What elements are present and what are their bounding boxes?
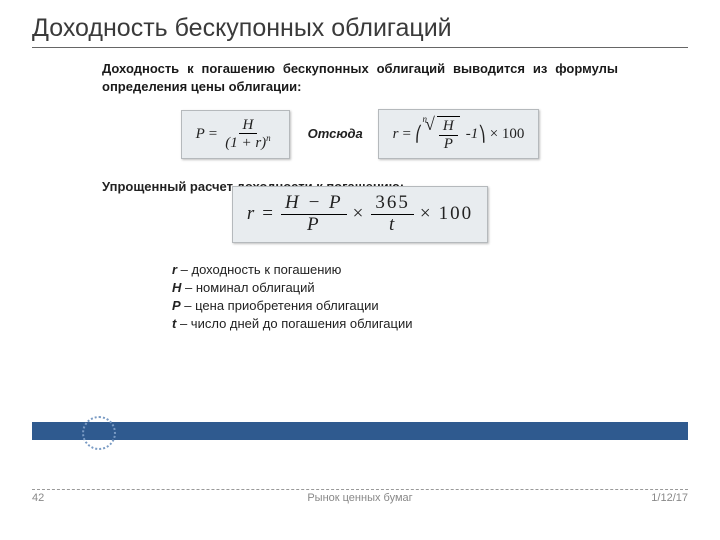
f3-f2-num: 365	[371, 193, 414, 215]
f2-root-frac: H P	[439, 118, 458, 152]
legend-h-desc: – номинал облигаций	[181, 280, 314, 295]
legend-p-desc: – цена приобретения облигации	[181, 298, 379, 313]
footer-date: 1/12/17	[651, 492, 688, 504]
legend-t-desc: – число дней до погашения облигации	[176, 316, 412, 331]
f3-eq: =	[262, 203, 275, 225]
legend-h-sym: H	[172, 280, 181, 295]
f2-root-deg: n	[422, 114, 427, 124]
f3-f1-num: H − P	[281, 193, 347, 215]
footer-page: 42	[32, 492, 44, 504]
legend-p: P – цена приобретения облигации	[172, 297, 688, 315]
f3-x1: ×	[353, 203, 366, 225]
title-rule	[32, 47, 688, 48]
f2-root-den: P	[440, 136, 457, 153]
formula-simplified: r = H − P P × 365 t × 100	[232, 186, 488, 243]
footer-center: Рынок ценных бумаг	[307, 492, 412, 504]
legend-t: t – число дней до погашения облигации	[172, 315, 688, 333]
formula-price: P = H (1 + r)n	[181, 110, 290, 159]
formula-yield: r = ⎛ n √ H P -1 ⎞ × 100	[378, 109, 540, 159]
f3-frac1: H − P P	[281, 193, 347, 236]
f2-times100: × 100	[490, 126, 525, 143]
formula-row-1: P = H (1 + r)n Отсюда r = ⎛ n √ H P	[32, 109, 688, 159]
f1-eq: =	[209, 126, 217, 143]
f1-frac: H (1 + r)n	[221, 117, 274, 152]
legend-p-sym: P	[172, 298, 181, 313]
f1-num: H	[239, 117, 258, 135]
f3-f1-den: P	[303, 215, 325, 236]
otsuda-label: Отсюда	[308, 127, 360, 141]
legend-r: r – доходность к погашению	[172, 261, 688, 279]
legend-r-desc: – доходность к погашению	[177, 262, 341, 277]
f2-lbrak: ⎛	[415, 125, 423, 144]
f1-lhs: P	[196, 126, 205, 143]
f2-rbrak: ⎞	[478, 125, 486, 144]
f2-minus: -1	[466, 126, 479, 143]
f1-den-base: (1 + r)	[225, 135, 266, 151]
f2-lhs: r	[393, 126, 399, 143]
slide-title: Доходность бескупонных облигаций	[32, 14, 688, 43]
intro-text: Доходность к погашению бескупонных облиг…	[102, 60, 618, 95]
f3-frac2: 365 t	[371, 193, 414, 236]
f3-x2: ×	[420, 203, 433, 225]
f3-hundred: 100	[439, 203, 474, 225]
f3-lhs: r	[247, 203, 256, 225]
footer: 42 Рынок ценных бумаг 1/12/17	[32, 489, 688, 508]
legend: r – доходность к погашению H – номинал о…	[172, 261, 688, 334]
decor-bar	[32, 422, 688, 440]
f2-root-num: H	[439, 118, 458, 136]
f3-f2-den: t	[385, 215, 400, 236]
f2-eq: =	[403, 126, 411, 143]
legend-h: H – номинал облигаций	[172, 279, 688, 297]
f1-den-exp: n	[266, 133, 271, 143]
f2-root: n √ H P	[422, 116, 459, 152]
f1-den: (1 + r)n	[221, 134, 274, 152]
